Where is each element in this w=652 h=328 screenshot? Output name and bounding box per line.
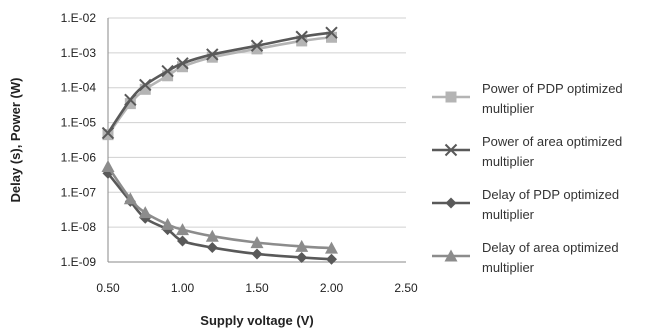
x-axis-title: Supply voltage (V) <box>200 313 313 328</box>
x-marker <box>101 126 115 140</box>
legend: Power of PDP optimized multiplier Power of… <box>432 81 623 275</box>
x-marker <box>250 39 264 52</box>
triangle-marker <box>205 229 219 242</box>
triangle-marker <box>161 217 175 230</box>
series-group <box>101 26 338 265</box>
legend-label: Delay of PDP optimized multiplier <box>482 187 619 222</box>
square-marker <box>251 43 263 55</box>
legend-x-marker <box>444 143 458 157</box>
triangle-marker <box>138 206 152 219</box>
series-line <box>106 31 332 134</box>
square-marker <box>162 70 174 82</box>
y-tick-label: 1.E-02 <box>61 11 97 25</box>
x-marker <box>161 64 174 78</box>
series-1 <box>102 31 337 141</box>
y-axis-title: Delay (s), Power (W) <box>8 78 23 203</box>
x-marker <box>295 30 308 43</box>
legend-square-marker <box>445 91 457 103</box>
x-tick-label: 1.00 <box>171 281 195 295</box>
y-tick-label: 1.E-03 <box>61 46 97 60</box>
x-tick-label: 0.50 <box>96 281 120 295</box>
legend-triangle-marker <box>444 249 458 262</box>
square-marker <box>124 98 136 110</box>
y-tick-label: 1.E-05 <box>61 116 97 130</box>
legend-item: Power of area optimized multiplier <box>432 134 622 169</box>
triangle-marker <box>176 223 189 236</box>
x-tick-label: 2.00 <box>320 281 344 295</box>
x-marker <box>206 48 219 61</box>
y-tick-label: 1.E-08 <box>61 220 97 234</box>
legend-diamond-marker <box>445 197 457 209</box>
triangle-marker <box>250 236 264 249</box>
series-4 <box>101 159 338 254</box>
diamond-marker <box>326 253 337 265</box>
diamond-marker <box>206 242 218 254</box>
triangle-marker <box>295 239 309 252</box>
legend-item: Delay of area optimized multiplier <box>432 240 619 275</box>
y-tick-label: 1.E-09 <box>61 255 97 269</box>
legend-label: Power of area optimized multiplier <box>482 134 622 169</box>
diamond-marker <box>251 248 263 260</box>
x-tick-label: 1.50 <box>245 281 269 295</box>
square-marker <box>206 51 218 63</box>
grid-lines <box>108 17 406 263</box>
legend-label: Delay of area optimized multiplier <box>482 240 619 275</box>
series-line <box>106 165 332 250</box>
x-tick-label: 2.50 <box>394 281 418 295</box>
triangle-marker <box>101 159 115 172</box>
square-marker <box>177 61 188 73</box>
axes: 1.E-09 1.E-08 1.E-07 1.E-06 1.E-05 1.E-04 1.E-… <box>61 11 418 295</box>
x-marker <box>124 93 137 107</box>
legend-label: Power of PDP optimized multiplier <box>482 81 623 116</box>
y-tick-label: 1.E-04 <box>61 81 97 95</box>
y-tick-label: 1.E-06 <box>61 150 97 164</box>
square-marker <box>102 129 114 141</box>
square-marker <box>326 31 337 43</box>
square-marker <box>139 83 151 95</box>
diamond-marker <box>177 235 188 247</box>
triangle-marker <box>325 241 338 254</box>
triangle-marker <box>123 192 137 205</box>
legend-item: Delay of PDP optimized multiplier <box>432 187 619 222</box>
legend-item: Power of PDP optimized multiplier <box>432 81 623 116</box>
x-marker <box>325 26 338 39</box>
square-marker <box>296 35 308 47</box>
x-marker <box>176 57 189 70</box>
x-marker <box>139 78 152 92</box>
y-tick-label: 1.E-07 <box>61 185 97 199</box>
series-2 <box>101 26 338 140</box>
diamond-marker <box>296 251 308 263</box>
